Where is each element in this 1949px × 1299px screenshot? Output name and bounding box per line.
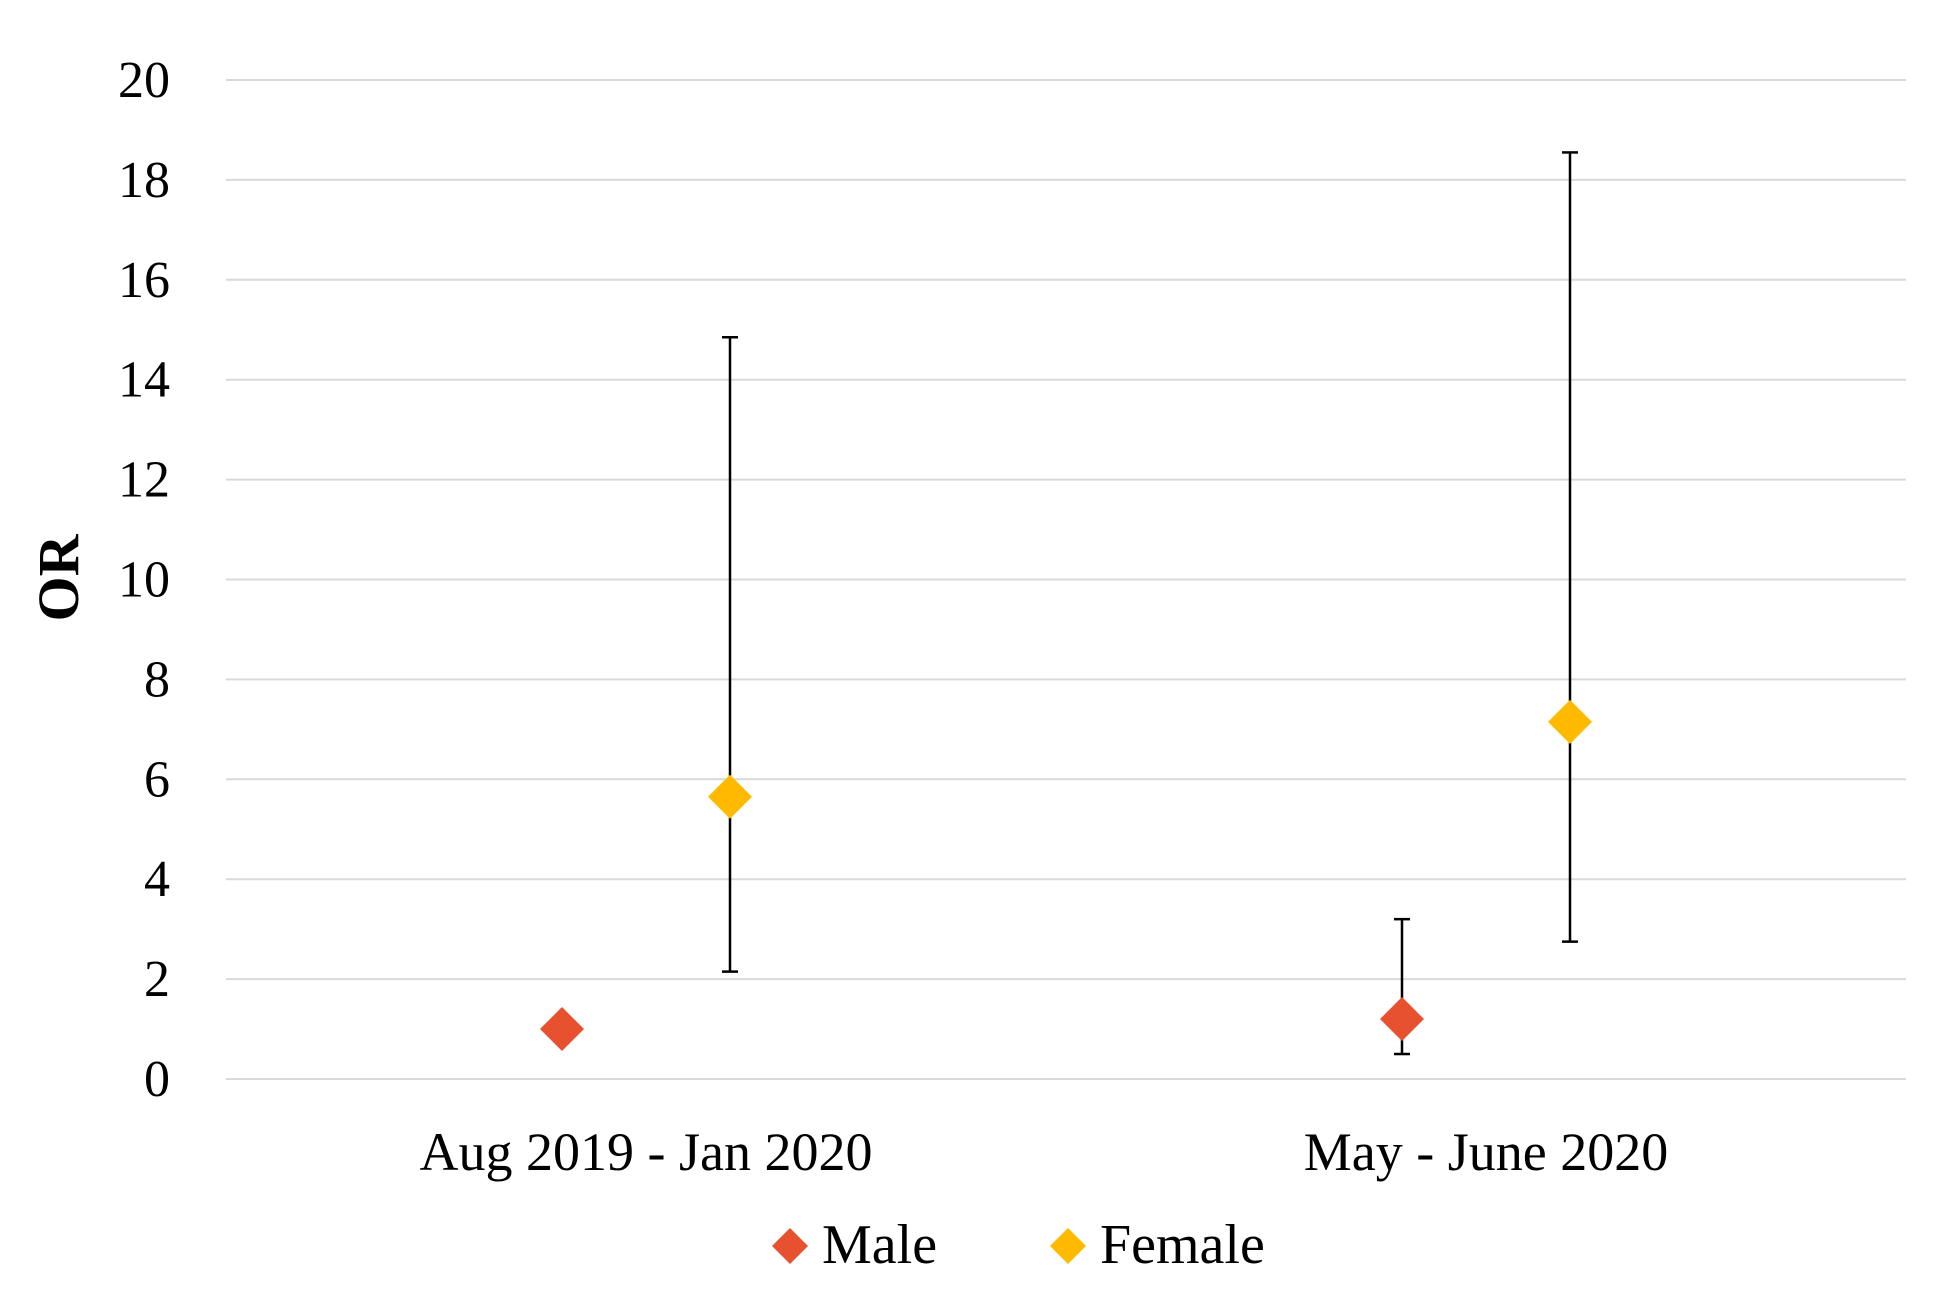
legend-marker [772,1228,808,1264]
y-tick-label: 18 [118,152,170,209]
point-male[interactable] [540,1007,584,1052]
legend[interactable]: Male Female [772,1214,1265,1276]
error-bar-female [722,335,738,973]
legend-marker [1050,1228,1086,1264]
x-category-label: May - June 2020 [1304,1122,1668,1182]
legend-item-male[interactable]: Male [772,1214,937,1276]
y-tick-label: 0 [144,1051,170,1108]
point-female[interactable] [708,774,752,819]
x-category-label: Aug 2019 - Jan 2020 [420,1122,873,1182]
y-tick-label: 2 [144,951,170,1008]
error-bar-female [1562,151,1578,943]
error-bars [722,151,1578,1056]
y-tick-label: 8 [144,651,170,708]
y-tick-label: 20 [118,52,170,109]
legend-item-female[interactable]: Female [1050,1214,1265,1276]
y-tick-label: 14 [118,352,170,409]
y-tick-label: 12 [118,452,170,509]
legend-label: Male [822,1214,937,1276]
point-female[interactable] [1548,699,1592,744]
y-tick-labels: 0 2 4 6 8 10 12 14 16 18 20 [118,52,170,1108]
y-tick-label: 4 [144,851,170,908]
data-points [540,699,1592,1052]
gridlines [226,79,1906,1080]
y-tick-label: 10 [118,552,170,609]
legend-label: Female [1100,1214,1265,1276]
point-male[interactable] [1380,997,1424,1042]
y-axis-title: OR [26,533,91,621]
y-tick-label: 16 [118,252,170,309]
y-tick-label: 6 [144,751,170,808]
x-category-labels: Aug 2019 - Jan 2020 May - June 2020 [420,1122,1669,1182]
